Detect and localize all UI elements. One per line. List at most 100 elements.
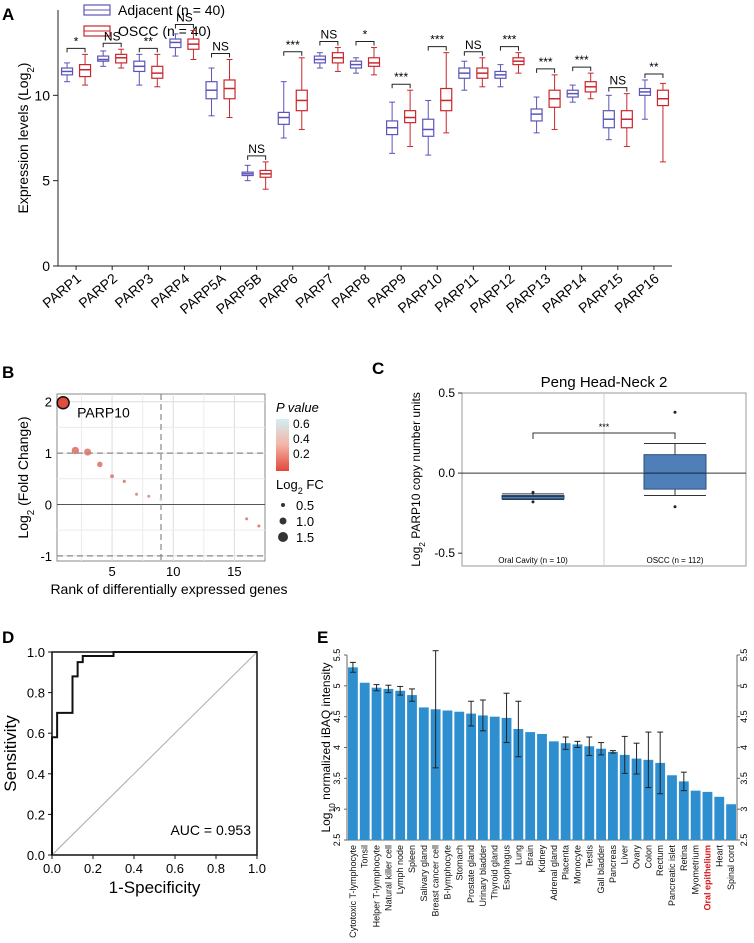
- significance-bracket: [66, 47, 86, 53]
- panel-d-roc: 0.0 0.2 0.4 0.6 0.8 1.0 0.0 0.2 0.4 0.6 0.8 1.0 1-Sp…: [1, 645, 266, 897]
- significance-bracket: [247, 155, 267, 160]
- significance-bracket: [532, 432, 676, 440]
- size-legend-label: 0.5: [296, 498, 314, 513]
- box-adjacent: [169, 38, 182, 49]
- x-category-label: B-lymphocyte: [442, 845, 452, 900]
- x-category-label: Liver: [620, 845, 630, 865]
- box-adjacent: [277, 111, 290, 125]
- significance-bracket: [427, 46, 447, 51]
- significance-bracket: [319, 41, 339, 46]
- roc-curve: [51, 651, 257, 855]
- box: [643, 454, 707, 490]
- x-axis-label: 1-Specificity: [109, 878, 201, 897]
- x-category-label: Helper T-lymphocyte: [372, 845, 382, 927]
- outlier-point: [531, 490, 535, 494]
- p-tick-label: 0.6: [293, 417, 310, 431]
- p-colorbar: [276, 419, 289, 471]
- y-tick-label-right: 4.5: [739, 710, 749, 723]
- bar: [596, 748, 606, 840]
- panel-label-c: C: [372, 359, 384, 378]
- y-tick-label: 0.5: [438, 386, 455, 400]
- bar: [690, 790, 701, 840]
- x-category-label: Stomach: [454, 845, 464, 881]
- box-oscc: [367, 57, 381, 67]
- significance-bracket: [463, 51, 483, 56]
- x-tick-label: 5: [108, 564, 115, 579]
- significance-bracket: [211, 52, 231, 58]
- legend-label: OSCC (n = 40): [118, 23, 211, 39]
- data-point: [159, 497, 163, 501]
- y-tick-label: -1: [40, 549, 52, 564]
- significance-label: *: [74, 34, 79, 48]
- y-tick-label: 5: [42, 173, 50, 189]
- x-tick-label: PARP8: [328, 270, 373, 311]
- panel-b-scatter: -1 0 1 2 5 10 15 Rank of differentially express…: [15, 393, 324, 597]
- y-tick-label: 1.0: [27, 645, 45, 660]
- x-category-label: Adrenal gland: [549, 845, 559, 901]
- bar: [348, 667, 358, 840]
- x-category-label: Colon: [643, 845, 653, 869]
- x-category-label: Thyroid gland: [490, 845, 500, 900]
- y-axis-label: Log2 (Fold Change): [15, 416, 37, 538]
- x-category-label: Oral epithelium: [702, 845, 712, 911]
- bar: [702, 791, 713, 840]
- bar: [395, 690, 406, 840]
- y-tick-label-right: 2.5: [739, 834, 749, 847]
- significance-label: NS: [321, 28, 338, 42]
- legend-label: Adjacent (n = 40): [118, 2, 225, 18]
- size-legend-dot: [278, 532, 288, 542]
- significance-bracket: [644, 73, 664, 78]
- x-category-label: OSCC (n = 112): [647, 556, 704, 565]
- box: [501, 495, 565, 500]
- bar: [430, 709, 441, 840]
- y-tick-label: 5: [332, 683, 342, 688]
- significance-bracket: [355, 41, 375, 46]
- x-category-label: Cytotoxic T-lymphocyte: [348, 845, 358, 938]
- significance-label: NS: [104, 29, 121, 43]
- data-point: [110, 474, 114, 479]
- bar: [667, 775, 677, 840]
- box-oscc: [404, 110, 417, 124]
- x-category-label: Lung: [513, 845, 523, 865]
- box-oscc: [115, 53, 128, 64]
- bar: [643, 759, 654, 840]
- data-point: [84, 448, 92, 456]
- significance-bracket: [138, 47, 158, 53]
- significance-label: ***: [575, 53, 589, 67]
- y-tick-label: 0.2: [27, 807, 45, 822]
- x-category-label: Kidney: [537, 845, 547, 873]
- significance-label: ***: [430, 33, 444, 47]
- x-tick-label: 0.8: [207, 861, 225, 876]
- data-point: [245, 517, 249, 521]
- significance-bracket: [572, 66, 592, 72]
- data-point: [97, 461, 103, 468]
- x-tick-label: 0.6: [166, 861, 184, 876]
- significance-label: ***: [394, 70, 408, 84]
- data-point: [257, 524, 261, 528]
- bar: [678, 781, 689, 840]
- x-tick-label: 15: [227, 564, 241, 579]
- significance-bracket: [499, 46, 519, 51]
- size-legend-dot: [279, 517, 287, 525]
- data-point: [135, 492, 139, 496]
- bar: [513, 729, 524, 840]
- x-axis-label: Rank of differentially expressed genes: [50, 581, 287, 597]
- x-category-label: Lymph node: [395, 845, 405, 894]
- significance-label: ***: [599, 422, 610, 432]
- bar: [537, 733, 547, 840]
- x-category-label: Pancreas: [608, 845, 618, 884]
- bar: [560, 743, 571, 840]
- significance-label: **: [144, 34, 154, 48]
- x-category-label: Placenta: [561, 845, 571, 880]
- x-category-label: Pancreatic islet: [667, 845, 677, 907]
- significance-label: **: [649, 60, 659, 74]
- y-tick-label: 4: [332, 745, 342, 750]
- x-category-label: Rectum: [655, 845, 665, 876]
- x-category-label: Prostate gland: [466, 845, 476, 903]
- box-oscc: [656, 89, 670, 107]
- panel-label-b: B: [2, 363, 14, 382]
- x-tick-label: PARP2: [75, 270, 120, 311]
- x-tick-label: 10: [166, 564, 180, 579]
- y-tick-label: 3.5: [332, 772, 342, 785]
